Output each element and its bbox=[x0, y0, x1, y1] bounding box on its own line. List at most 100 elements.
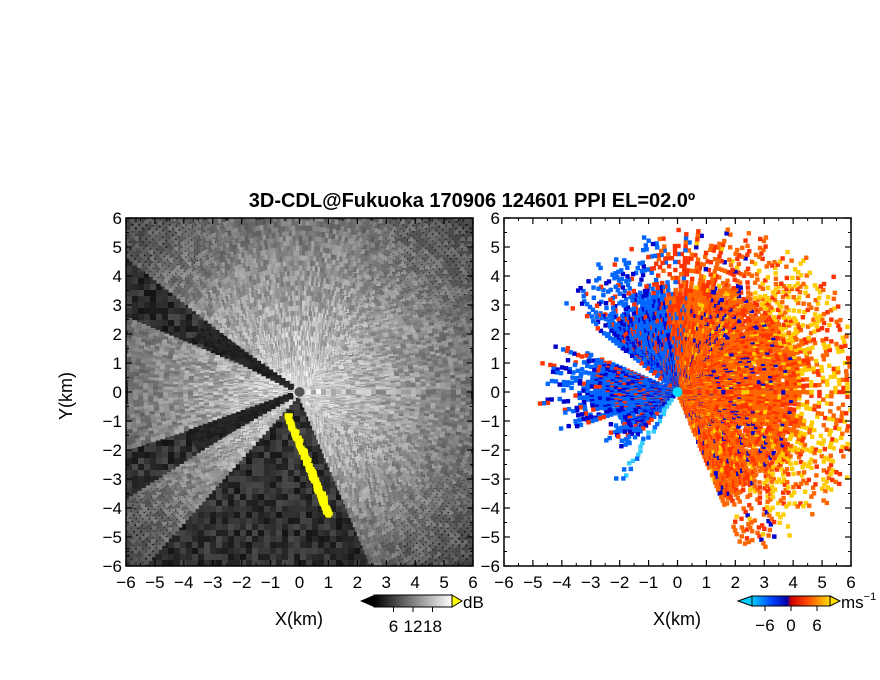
left-echo-cell bbox=[463, 311, 469, 317]
left-echo-cell bbox=[443, 278, 449, 284]
left-echo-cell bbox=[433, 266, 439, 272]
left-noise-cell bbox=[186, 530, 192, 536]
left-noise-cell bbox=[216, 524, 222, 530]
left-echo-cell bbox=[419, 296, 425, 302]
left-echo-cell bbox=[419, 368, 425, 374]
left-noise-cell bbox=[306, 428, 312, 434]
left-noise-cell bbox=[288, 542, 294, 548]
left-echo-cell bbox=[416, 262, 422, 268]
left-noise-cell bbox=[204, 500, 210, 506]
left-echo-cell bbox=[448, 252, 454, 258]
left-noise-cell bbox=[210, 494, 216, 500]
left-noise-cell bbox=[318, 518, 324, 524]
left-noise-cell bbox=[168, 314, 174, 320]
left-noise-cell bbox=[300, 512, 306, 518]
left-noise-cell bbox=[168, 332, 174, 338]
left-noise-cell bbox=[138, 452, 144, 458]
left-echo-cell bbox=[417, 271, 423, 277]
left-noise-cell bbox=[186, 326, 192, 332]
left-noise-cell bbox=[234, 500, 240, 506]
left-noise-cell bbox=[300, 482, 306, 488]
left-noise-cell bbox=[324, 536, 330, 542]
left-echo-cell bbox=[457, 225, 463, 231]
left-noise-cell bbox=[270, 542, 276, 548]
left-echo-cell bbox=[454, 342, 460, 348]
left-noise-cell bbox=[288, 530, 294, 536]
left-noise-cell bbox=[300, 434, 306, 440]
left-noise-cell bbox=[324, 470, 330, 476]
left-echo-cell bbox=[460, 379, 466, 385]
left-noise-cell bbox=[186, 560, 192, 566]
left-echo-cell bbox=[454, 345, 460, 351]
left-echo-cell bbox=[461, 307, 467, 313]
left-echo-cell bbox=[445, 348, 451, 354]
left-echo-cell bbox=[419, 288, 425, 294]
left-noise-cell bbox=[210, 524, 216, 530]
left-noise-cell bbox=[234, 542, 240, 548]
left-noise-cell bbox=[198, 344, 204, 350]
left-noise-cell bbox=[144, 314, 150, 320]
left-echo-cell bbox=[437, 340, 443, 346]
left-echo-cell bbox=[420, 352, 426, 358]
left-noise-cell bbox=[330, 482, 336, 488]
left-noise-cell bbox=[264, 560, 270, 566]
left-noise-cell bbox=[270, 482, 276, 488]
left-noise-cell bbox=[276, 494, 282, 500]
left-echo-cell bbox=[450, 386, 456, 392]
left-echo-cell bbox=[424, 264, 430, 270]
left-noise-cell bbox=[312, 446, 318, 452]
left-noise-cell bbox=[180, 524, 186, 530]
left-echo-cell bbox=[415, 268, 421, 274]
left-echo-cell bbox=[425, 381, 431, 387]
left-echo-cell bbox=[435, 301, 441, 307]
left-noise-cell bbox=[168, 524, 174, 530]
left-noise-cell bbox=[402, 254, 408, 260]
left-noise-cell bbox=[294, 488, 300, 494]
left-noise-cell bbox=[252, 506, 258, 512]
left-echo-cell bbox=[428, 260, 434, 266]
left-echo-cell bbox=[439, 371, 445, 377]
left-echo-cell bbox=[426, 245, 432, 251]
left-echo-cell bbox=[434, 331, 440, 337]
left-echo-cell bbox=[466, 243, 472, 249]
left-noise-cell bbox=[282, 488, 288, 494]
left-noise-cell bbox=[204, 518, 210, 524]
left-echo-cell bbox=[469, 341, 473, 347]
left-echo-cell bbox=[456, 278, 462, 284]
left-echo-cell bbox=[443, 341, 449, 347]
left-noise-cell bbox=[252, 452, 258, 458]
left-noise-cell bbox=[300, 488, 306, 494]
left-noise-cell bbox=[312, 452, 318, 458]
left-noise-cell bbox=[456, 536, 462, 542]
left-echo-cell bbox=[458, 291, 464, 297]
left-noise-cell bbox=[150, 452, 156, 458]
left-echo-cell bbox=[430, 375, 436, 381]
left-noise-cell bbox=[456, 242, 462, 248]
left-echo-cell bbox=[462, 335, 468, 341]
left-noise-cell bbox=[156, 440, 162, 446]
left-noise-cell bbox=[180, 218, 186, 224]
left-noise-cell bbox=[204, 536, 210, 542]
left-noise-cell bbox=[246, 512, 252, 518]
left-noise-cell bbox=[162, 464, 168, 470]
left-noise-cell bbox=[300, 476, 306, 482]
left-echo-cell bbox=[442, 338, 448, 344]
left-noise-cell bbox=[126, 560, 132, 566]
left-noise-cell bbox=[330, 506, 336, 512]
left-echo-cell bbox=[452, 312, 458, 318]
left-noise-cell bbox=[270, 512, 276, 518]
left-noise-cell bbox=[312, 542, 318, 548]
left-noise-cell bbox=[360, 548, 366, 554]
left-echo-cell bbox=[455, 376, 461, 382]
left-noise-cell bbox=[270, 440, 276, 446]
left-noise-cell bbox=[318, 452, 324, 458]
left-noise-cell bbox=[318, 446, 324, 452]
left-noise-cell bbox=[336, 554, 342, 560]
left-noise-cell bbox=[312, 494, 318, 500]
left-noise-cell bbox=[150, 230, 156, 236]
left-noise-cell bbox=[138, 314, 144, 320]
left-echo-cell bbox=[422, 276, 428, 282]
left-echo-cell bbox=[440, 230, 446, 236]
left-noise-cell bbox=[144, 548, 150, 554]
